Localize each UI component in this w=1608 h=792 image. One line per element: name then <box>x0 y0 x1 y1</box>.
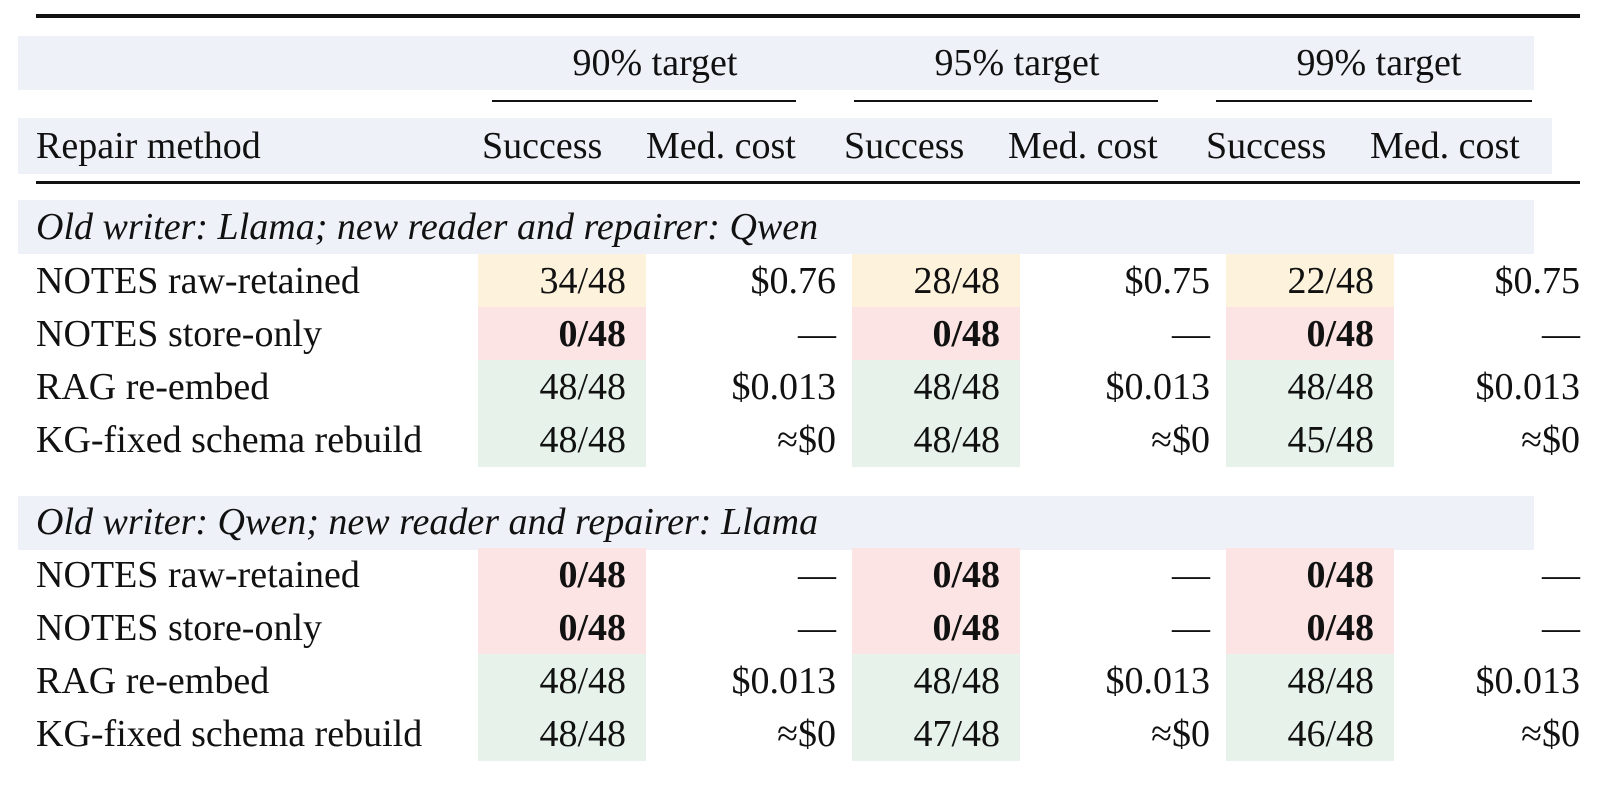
success-cell: 48/48 <box>852 360 1020 414</box>
success-cell: 48/48 <box>1226 360 1394 414</box>
mid-rule <box>36 181 1580 184</box>
section-band <box>18 496 1534 550</box>
row-method-label: NOTES store-only <box>36 607 323 649</box>
median-cost-cell: $0.75 <box>1124 260 1211 302</box>
table-row: RAG re-embed 48/48 $0.013 48/48 $0.013 48/48 $… <box>0 654 1608 708</box>
median-cost-cell: — <box>798 313 836 355</box>
row-method-label: KG-fixed schema rebuild <box>36 419 423 461</box>
success-cell: 0/48 <box>478 307 646 361</box>
row-method-label: NOTES raw-retained <box>36 554 360 596</box>
success-cell: 0/48 <box>478 601 646 655</box>
success-cell: 48/48 <box>478 707 646 761</box>
row-method-label: NOTES raw-retained <box>36 260 360 302</box>
group-header-band <box>18 36 1534 90</box>
success-cell: 22/48 <box>1226 254 1394 308</box>
success-cell: 48/48 <box>852 413 1020 467</box>
table-row: RAG re-embed 48/48 $0.013 48/48 $0.013 48/48 $… <box>0 360 1608 414</box>
cmidrule-99 <box>1216 100 1532 102</box>
col-header-success-95: Success <box>844 125 965 167</box>
success-cell: 48/48 <box>478 413 646 467</box>
group-header-95: 95% target <box>934 42 1100 84</box>
column-header-band <box>18 118 1552 174</box>
success-cell: 0/48 <box>852 307 1020 361</box>
median-cost-cell: — <box>1542 313 1580 355</box>
median-cost-cell: ≈$0 <box>1151 713 1210 755</box>
table-row: NOTES store-only 0/48 — 0/48 — 0/48 — <box>0 601 1608 655</box>
group-header-99: 99% target <box>1296 42 1462 84</box>
top-rule <box>36 14 1580 18</box>
success-cell: 45/48 <box>1226 413 1394 467</box>
table-row: KG-fixed schema rebuild 48/48 ≈$0 48/48 ≈$0 4… <box>0 413 1608 467</box>
median-cost-cell: ≈$0 <box>1521 713 1580 755</box>
success-cell: 34/48 <box>478 254 646 308</box>
section-title: Old writer: Qwen; new reader and repaire… <box>36 501 819 543</box>
median-cost-cell: $0.75 <box>1494 260 1581 302</box>
success-cell: 48/48 <box>852 654 1020 708</box>
col-header-success-90: Success <box>482 125 603 167</box>
success-cell: 48/48 <box>1226 654 1394 708</box>
median-cost-cell: ≈$0 <box>1521 419 1580 461</box>
row-method-label: KG-fixed schema rebuild <box>36 713 423 755</box>
success-cell: 28/48 <box>852 254 1020 308</box>
col-header-cost-90: Med. cost <box>646 125 796 167</box>
success-cell: 0/48 <box>1226 548 1394 602</box>
col-header-cost-99: Med. cost <box>1370 125 1520 167</box>
group-header-90: 90% target <box>572 42 738 84</box>
median-cost-cell: $0.013 <box>1105 660 1211 702</box>
col-header-success-99: Success <box>1206 125 1327 167</box>
section-band <box>18 200 1534 254</box>
col-header-method: Repair method <box>36 125 261 167</box>
section-title: Old writer: Llama; new reader and repair… <box>36 206 819 248</box>
success-cell: 47/48 <box>852 707 1020 761</box>
median-cost-cell: ≈$0 <box>1151 419 1210 461</box>
row-method-label: RAG re-embed <box>36 660 270 702</box>
success-cell: 46/48 <box>1226 707 1394 761</box>
median-cost-cell: — <box>798 607 836 649</box>
table-row: KG-fixed schema rebuild 48/48 ≈$0 47/48 ≈$0 4… <box>0 707 1608 761</box>
success-cell: 0/48 <box>852 548 1020 602</box>
row-method-label: NOTES store-only <box>36 313 323 355</box>
table-row: NOTES raw-retained 0/48 — 0/48 — 0/48 — <box>0 548 1608 602</box>
median-cost-cell: $0.013 <box>1475 366 1581 408</box>
median-cost-cell: — <box>1172 554 1210 596</box>
success-cell: 0/48 <box>852 601 1020 655</box>
median-cost-cell: ≈$0 <box>777 419 836 461</box>
success-cell: 0/48 <box>1226 307 1394 361</box>
median-cost-cell: — <box>1542 607 1580 649</box>
median-cost-cell: ≈$0 <box>777 713 836 755</box>
median-cost-cell: — <box>798 554 836 596</box>
row-method-label: RAG re-embed <box>36 366 270 408</box>
col-header-cost-95: Med. cost <box>1008 125 1158 167</box>
success-cell: 0/48 <box>478 548 646 602</box>
table-row: NOTES raw-retained 34/48 $0.76 28/48 $0.75 22… <box>0 254 1608 308</box>
median-cost-cell: $0.76 <box>750 260 837 302</box>
cmidrule-95 <box>854 100 1158 102</box>
success-cell: 48/48 <box>478 654 646 708</box>
median-cost-cell: $0.013 <box>1475 660 1581 702</box>
cmidrule-90 <box>492 100 796 102</box>
median-cost-cell: — <box>1542 554 1580 596</box>
median-cost-cell: — <box>1172 607 1210 649</box>
median-cost-cell: — <box>1172 313 1210 355</box>
median-cost-cell: $0.013 <box>1105 366 1211 408</box>
median-cost-cell: $0.013 <box>731 660 837 702</box>
table-row: NOTES store-only 0/48 — 0/48 — 0/48 — <box>0 307 1608 361</box>
median-cost-cell: $0.013 <box>731 366 837 408</box>
success-cell: 48/48 <box>478 360 646 414</box>
success-cell: 0/48 <box>1226 601 1394 655</box>
